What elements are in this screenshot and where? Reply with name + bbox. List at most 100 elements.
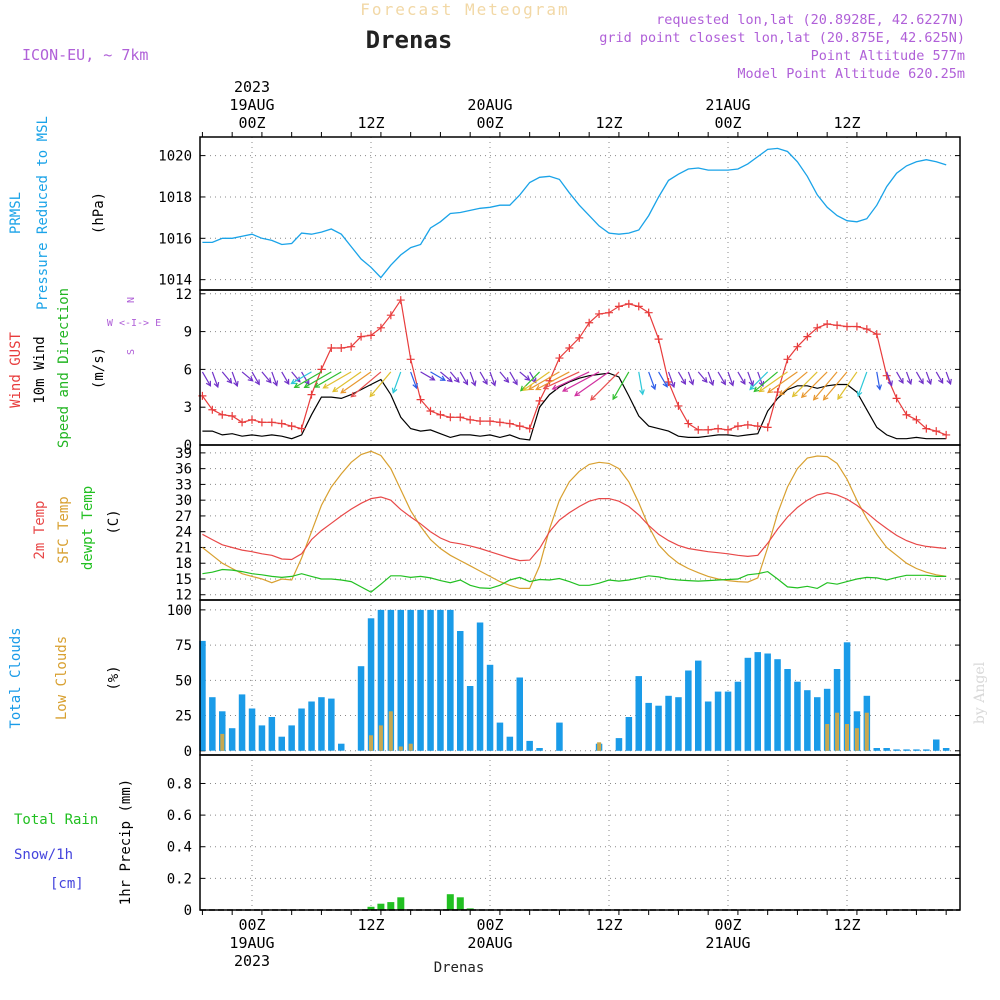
gust-marker [267,418,276,427]
wind-direction-arrow [201,371,212,387]
rain-bar [397,897,405,910]
total-cloud-bar [883,748,890,751]
arrow-shaft [261,371,272,383]
total-cloud-bar [506,736,514,751]
bottom-time-label: 00Z [476,916,503,934]
arrow-shaft [410,371,418,389]
compass-south: S [126,349,137,355]
wind-direction-arrow [717,371,726,386]
y-tick-label: 39 [175,446,192,462]
total-cloud-bar [328,698,335,751]
panel-frame [199,289,961,446]
arrow-head [429,375,436,381]
y-tick-label: 25 [175,709,192,725]
wind-direction-arrow [231,371,239,388]
arrow-head [482,378,488,385]
model-label: ICON-EU, ~ 7km [22,46,148,64]
arrow-head [205,380,212,387]
total-cloud-bar [318,697,325,751]
snow-legend: Snow/1h [14,847,73,863]
total-cloud-bar [665,695,672,751]
wind-direction-arrow [876,371,882,391]
total-cloud-bar [367,618,375,751]
wind-direction-arrow [812,371,838,401]
panel-frame [199,136,961,291]
total-cloud-bar [933,739,940,751]
rain-bar [446,894,454,910]
arrow-shaft [823,371,848,401]
arrow-shaft [479,371,488,385]
arrow-head [876,384,882,391]
arrow-head [412,382,418,390]
arrow-head [527,384,534,391]
wind-direction-arrow [856,371,868,397]
arrow-head [332,386,339,393]
wind-direction-arrow [211,371,220,389]
total-cloud-bar [417,609,424,751]
gust-marker [902,410,911,419]
y-tick-label: 50 [175,673,192,689]
total-cloud-bar [248,708,256,751]
bottom-time-label: 21AUG [705,934,750,952]
arrow-shaft [905,371,912,385]
arrow-shaft [915,371,924,384]
wind-direction-arrow [509,371,518,386]
gust-marker [684,419,693,428]
total-cloud-bar [268,717,276,751]
arrow-head [749,384,756,391]
total-cloud-bar [784,669,791,751]
arrow-shaft [221,371,232,384]
low-cloud-bar [220,733,225,751]
rain-bar [367,906,375,910]
arrow-shaft [813,371,838,401]
total-cloud-bar [357,666,365,751]
requested-lonlat: requested lon,lat (20.8928E, 42.6227N) [656,12,965,28]
wind-direction-arrow [589,371,620,401]
arrow-head [767,387,774,394]
total-cloud-bar [833,669,841,751]
arrow-head [822,394,829,401]
total-cloud-bar [238,694,246,751]
wind-direction-arrow [290,371,312,385]
wind-direction-arrow [822,371,848,401]
arrow-shaft [749,371,769,390]
gust-marker [634,302,643,311]
arrow-head [350,391,357,398]
arrow-shaft [612,371,630,400]
arrow-head [662,381,668,388]
credit-label: by Angel [972,661,988,724]
wind-direction-arrow [459,371,469,386]
total-cloud-bar [794,681,801,751]
low-clouds-label: Low Clouds [54,636,70,720]
arrow-head [290,378,297,385]
y-tick-label: 0.2 [167,871,192,887]
total-cloud-bar [427,609,434,751]
arrow-shaft [332,371,362,393]
arrow-shaft [211,371,219,388]
wind-direction-arrow [574,371,610,397]
arrow-shaft [935,371,944,384]
low-cloud-bar [597,742,602,751]
wind-direction-label: Speed and Direction [56,288,72,448]
wind-direction-arrow [527,371,560,391]
dewpoint-label: dewpt Temp [80,486,96,570]
bottom-time-label: 12Z [595,916,622,934]
arrow-head [938,377,944,385]
pressure-label: PRMSL [8,192,24,234]
total-cloud-bar [744,657,752,751]
panel-frame [199,754,961,911]
gust-marker [872,330,881,339]
arrow-head [926,378,933,386]
bottom-time-label: 20AUG [467,934,512,952]
total-cloud-bar [903,749,910,751]
wind-direction-arrow [915,371,924,385]
arrow-head [589,395,596,401]
gust-marker [565,343,574,352]
gust-marker [674,401,683,410]
arrow-shaft [294,371,322,388]
arrow-head [247,375,254,382]
wind-direction-arrow [499,371,510,384]
meteogram-panels: 1014 1016 1018 1020 PRMSL Pressure Reduced to… [8,78,961,970]
top-time-label: 12Z [833,114,860,132]
arrow-shaft [449,371,460,383]
